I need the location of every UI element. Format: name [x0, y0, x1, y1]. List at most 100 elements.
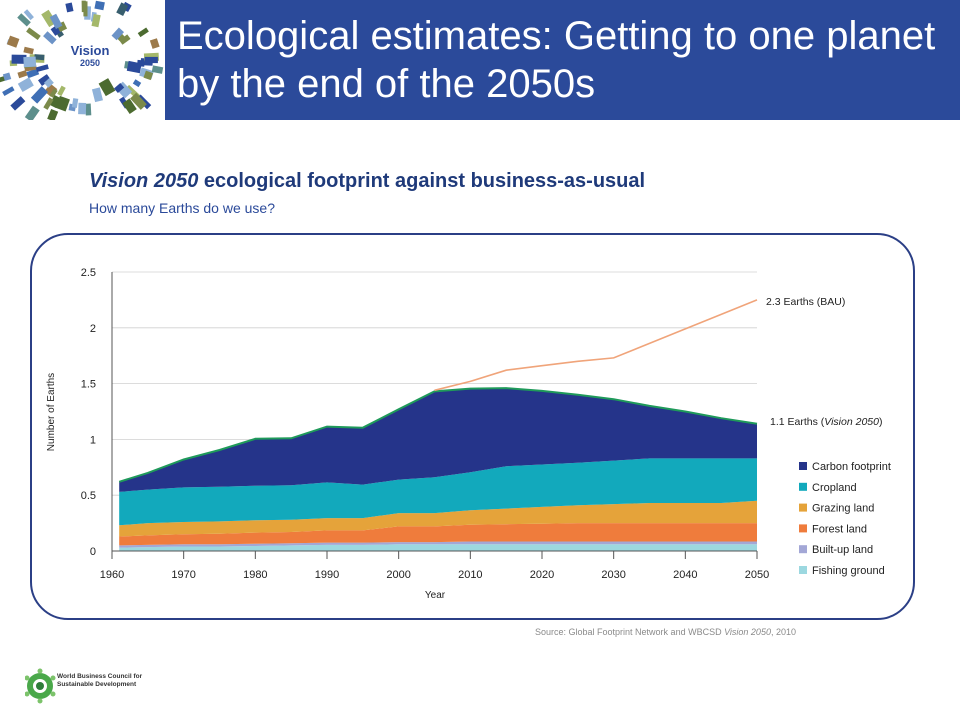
- x-axis-title: Year: [425, 590, 446, 601]
- logo-tile: [34, 54, 45, 61]
- logo-tile: [23, 9, 34, 21]
- logo-tile: [26, 27, 41, 41]
- logo-tile: [143, 70, 154, 81]
- logo-tile: [144, 56, 158, 64]
- vision-annotation-prefix: 1.1 Earths (: [770, 416, 825, 428]
- logo-tile: [50, 25, 62, 36]
- logo-tile: [24, 105, 40, 120]
- logo-tile: [49, 94, 61, 108]
- logo-tile: [83, 1, 88, 17]
- legend-swatch-cropland: [799, 482, 807, 491]
- wbcsd-logo: [24, 668, 155, 704]
- logo-tile: [94, 0, 105, 11]
- logo-tile: [91, 13, 101, 28]
- x-tick-label: 2050: [745, 569, 769, 581]
- logo-tile: [26, 68, 40, 79]
- logo-tile: [98, 78, 116, 97]
- logo-tile: [2, 72, 12, 81]
- vision-2050-logo: Vision 2050: [0, 0, 165, 120]
- logo-tile: [71, 98, 79, 108]
- title-bar: Ecological estimates: Getting to one pla…: [165, 0, 960, 120]
- vision-annotation: 1.1 Earths (Vision 2050): [770, 416, 882, 428]
- x-tick-label: 1960: [100, 569, 124, 581]
- legend-label-grazing-land: Grazing land: [812, 503, 874, 515]
- vision-annotation-suffix: ): [879, 416, 883, 428]
- source-suffix: , 2010: [770, 627, 796, 637]
- y-tick-label: 2: [90, 323, 96, 335]
- logo-tile: [6, 35, 20, 48]
- legend-label-fishing-ground: Fishing ground: [812, 565, 885, 577]
- logo-tile: [43, 77, 54, 88]
- logo-tile: [49, 88, 58, 98]
- logo-tile: [45, 14, 53, 23]
- logo-tile: [35, 64, 49, 72]
- chart-title: Vision 2050 ecological footprint against…: [89, 170, 849, 193]
- area-fishing-ground: [119, 544, 757, 551]
- logo-mosaic: [0, 0, 164, 120]
- source-italic: Vision 2050: [724, 627, 771, 637]
- x-tick-label: 1970: [171, 569, 195, 581]
- area-carbon-footprint: [119, 388, 757, 492]
- logo-tile: [11, 54, 27, 64]
- logo-tile: [43, 97, 54, 110]
- y-tick-label: 0.5: [81, 490, 96, 502]
- logo-tile: [132, 79, 142, 88]
- logo-line1: Vision: [70, 43, 110, 58]
- legend-swatch-fishing-ground: [799, 566, 807, 574]
- page-title: Ecological estimates: Getting to one pla…: [177, 14, 936, 106]
- x-tick-label: 2000: [386, 569, 410, 581]
- logo-line2: 2050: [79, 58, 101, 68]
- logo-tile: [91, 87, 103, 103]
- logo-tile: [55, 95, 70, 112]
- source-prefix: Source: Global Footprint Network and WBC…: [535, 627, 725, 637]
- y-tick-label: 0: [90, 546, 96, 558]
- source-note: Source: Global Footprint Network and WBC…: [535, 627, 796, 637]
- logo-tile: [119, 34, 131, 45]
- legend-label-built-up-land: Built-up land: [812, 544, 873, 556]
- y-tick-label: 2.5: [81, 267, 96, 279]
- logo-tile: [47, 108, 59, 120]
- legend-label-forest-land: Forest land: [812, 523, 867, 535]
- logo-tile: [10, 96, 26, 111]
- logo-tile: [17, 77, 34, 93]
- logo-tile: [149, 38, 160, 49]
- logo-tile: [137, 27, 149, 38]
- wbcsd-name: World Business Council for Sustainable D…: [57, 673, 142, 689]
- logo-tile: [137, 59, 145, 67]
- logo-tile: [17, 13, 31, 27]
- logo-tile: [44, 83, 58, 97]
- logo-tile: [116, 32, 125, 42]
- chart-frame: [30, 233, 915, 620]
- org-line2: Sustainable Development: [57, 681, 137, 688]
- legend: Carbon footprint Cropland Grazing land Fore…: [799, 461, 891, 577]
- bau-line: [434, 299, 758, 392]
- x-tick-label: 2010: [458, 569, 482, 581]
- x-tick-label: 2040: [673, 569, 697, 581]
- x-tick-label: 2020: [530, 569, 554, 581]
- area-built-up-land: [119, 541, 757, 548]
- logo-tile: [49, 13, 63, 30]
- legend-label-carbon-footprint: Carbon footprint: [812, 461, 891, 473]
- logo-tile: [111, 27, 125, 41]
- logo-tile: [23, 56, 37, 68]
- chart-subtitle: How many Earths do we use?: [89, 200, 275, 216]
- legend-swatch-forest-land: [799, 524, 807, 533]
- logo-tile: [116, 2, 129, 16]
- vision-annotation-italic: Vision 2050: [824, 416, 879, 428]
- chart-title-italic: Vision 2050: [89, 170, 199, 192]
- logo-tile: [113, 82, 125, 94]
- logo-tile: [122, 98, 137, 114]
- y-tick-label: 1: [90, 434, 96, 446]
- logo-tile: [17, 70, 28, 79]
- org-line1: World Business Council for: [57, 673, 143, 680]
- total-footprint-line: [118, 387, 758, 483]
- bau-annotation: 2.3 Earths (BAU): [766, 296, 845, 308]
- logo-tile: [57, 85, 66, 97]
- area-cropland: [119, 458, 757, 526]
- logo-tile: [65, 2, 74, 13]
- y-tick-label: 1.5: [81, 379, 96, 391]
- legend-swatch-grazing-land: [799, 503, 807, 512]
- annotations: 2.3 Earths (BAU) 1.1 Earths (Vision 2050): [766, 296, 882, 428]
- logo-tile: [30, 86, 49, 104]
